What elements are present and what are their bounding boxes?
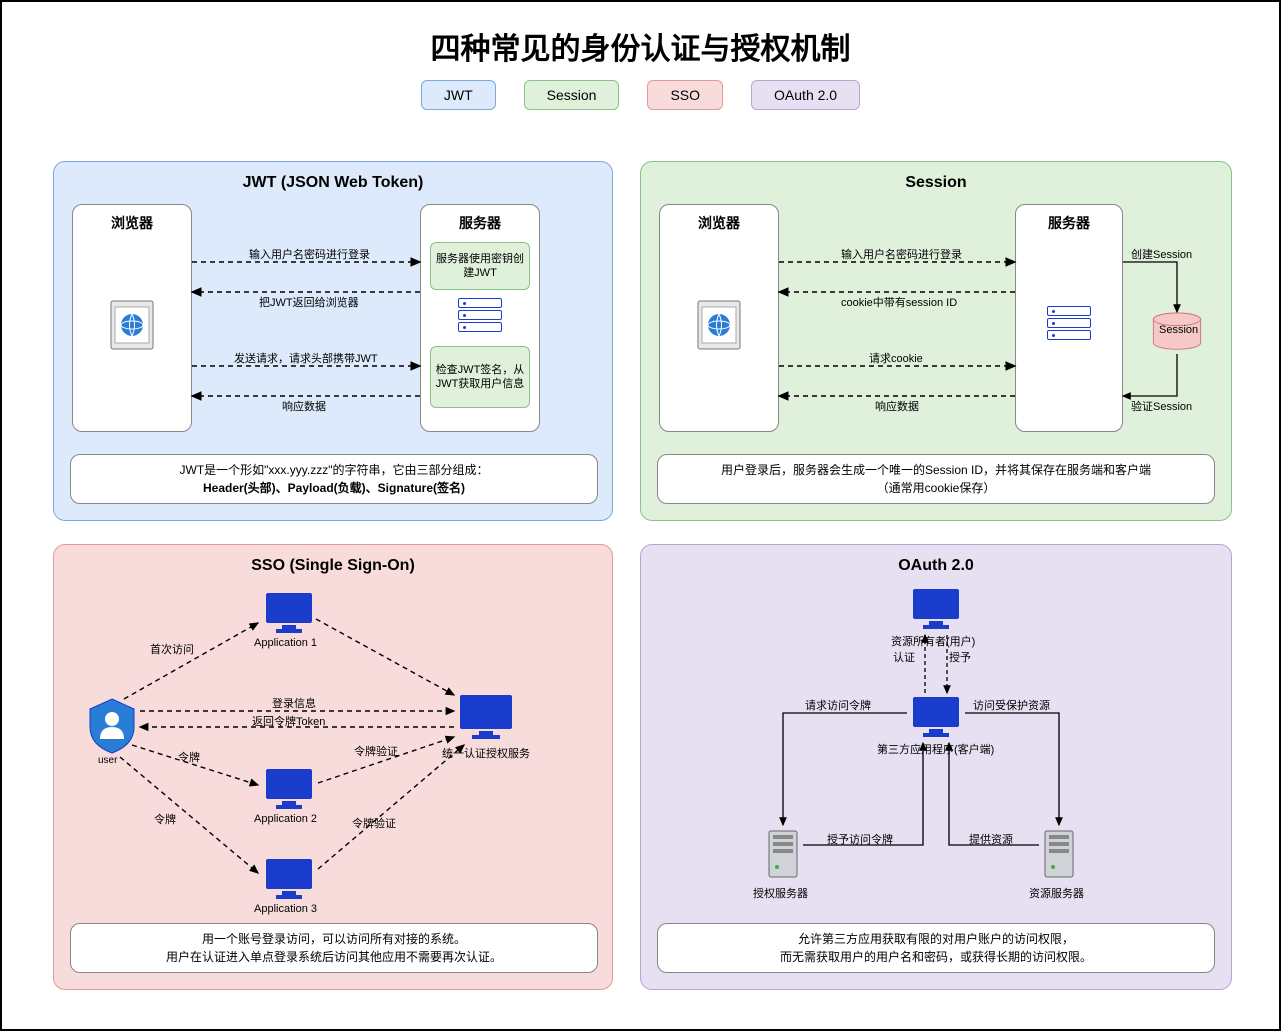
jwt-box-check: 检查JWT签名，从JWT获取用户信息 [430, 346, 530, 408]
session-arrow2-label: cookie中带有session ID [841, 294, 957, 310]
session-desc: 用户登录后，服务器会生成一个唯一的Session ID，并将其保存在服务端和客户… [657, 454, 1215, 504]
oauth-res-server-label: 资源服务器 [1029, 885, 1084, 901]
panel-oauth: OAuth 2.0 资源所有者(用户) 第三方应用程序(客户端) 授权服务器 资… [640, 544, 1232, 990]
oauth-l-authn: 认证 [893, 649, 915, 665]
sso-l-token1: 令牌 [178, 749, 200, 765]
legend-jwt: JWT [421, 80, 496, 110]
sso-l-verify1: 令牌验证 [354, 743, 398, 759]
oauth-l-req-token: 请求访问令牌 [805, 697, 871, 713]
sso-desc: 用一个账号登录访问，可以访问所有对接的系统。 用户在认证进入单点登录系统后访问其… [70, 923, 598, 973]
panel-sso-title: SSO (Single Sign-On) [54, 557, 612, 575]
browser-icon [105, 297, 159, 355]
legend: JWT Session SSO OAuth 2.0 [2, 80, 1279, 110]
monitor-icon [262, 765, 316, 811]
monitor-icon [262, 589, 316, 635]
main-title: 四种常见的身份认证与授权机制 [2, 24, 1279, 68]
oauth-l-authz: 授予 [949, 649, 971, 665]
session-arrow3-label: 请求cookie [869, 350, 923, 366]
jwt-browser-label: 浏览器 [73, 213, 191, 233]
session-browser-label: 浏览器 [660, 213, 778, 233]
jwt-arrow3-label: 发送请求，请求头部携带JWT [234, 350, 378, 366]
session-db-label: Session [1159, 324, 1198, 336]
session-server-label: 服务器 [1016, 213, 1122, 233]
oauth-l-grant-token: 授予访问令牌 [827, 831, 893, 847]
server-icon [1047, 306, 1091, 342]
sso-arrows [54, 545, 614, 945]
oauth-auth-server-label: 授权服务器 [753, 885, 808, 901]
sso-l-first: 首次访问 [150, 641, 194, 657]
oauth-l-provide-res: 提供资源 [969, 831, 1013, 847]
oauth-l-access-res: 访问受保护资源 [973, 697, 1050, 713]
sso-l-login: 登录信息 [272, 695, 316, 711]
diagram-canvas: 四种常见的身份认证与授权机制 JWT Session SSO OAuth 2.0… [0, 0, 1281, 1031]
sso-desc-line2: 用户在认证进入单点登录系统后访问其他应用不需要再次认证。 [166, 950, 502, 964]
sso-app1-label: Application 1 [254, 637, 317, 649]
session-arrow1-label: 输入用户名密码进行登录 [841, 246, 962, 262]
session-desc-line2: （通常用cookie保存） [877, 481, 996, 495]
jwt-desc-line1: JWT是一个形如"xxx.yyy.zzz"的字符串，它由三部分组成： [180, 463, 489, 477]
jwt-box-create: 服务器使用密钥创建JWT [430, 242, 530, 290]
session-desc-line1: 用户登录后，服务器会生成一个唯一的Session ID，并将其保存在服务端和客户… [721, 463, 1151, 477]
session-browser: 浏览器 [659, 204, 779, 432]
jwt-browser: 浏览器 [72, 204, 192, 432]
jwt-arrow2-label: 把JWT返回给浏览器 [259, 294, 359, 310]
monitor-icon [456, 691, 516, 743]
jwt-server-label: 服务器 [421, 213, 539, 233]
sso-app2-label: Application 2 [254, 813, 317, 825]
jwt-arrow1-label: 输入用户名密码进行登录 [249, 246, 370, 262]
oauth-client-label: 第三方应用程序(客户端) [877, 741, 994, 757]
oauth-desc-line1: 允许第三方应用获取有限的对用户账户的访问权限， [798, 932, 1074, 946]
server-tower-icon [763, 825, 803, 883]
monitor-icon [909, 693, 963, 739]
panel-session: Session 浏览器 服务器 Session [640, 161, 1232, 521]
legend-sso: SSO [647, 80, 723, 110]
panel-jwt: JWT (JSON Web Token) 浏览器 服务器 服务器使用密钥创建JW… [53, 161, 613, 521]
legend-session: Session [524, 80, 620, 110]
jwt-desc-line2: Header(头部)、Payload(负载)、Signature(签名) [203, 481, 465, 495]
jwt-desc: JWT是一个形如"xxx.yyy.zzz"的字符串，它由三部分组成： Heade… [70, 454, 598, 504]
panel-jwt-title: JWT (JSON Web Token) [54, 174, 612, 192]
server-icon [458, 298, 502, 334]
oauth-desc: 允许第三方应用获取有限的对用户账户的访问权限， 而无需获取用户的用户名和密码，或… [657, 923, 1215, 973]
legend-oauth: OAuth 2.0 [751, 80, 860, 110]
sso-l-token2: 令牌 [154, 811, 176, 827]
sso-auth-label: 统一认证授权服务 [442, 745, 530, 761]
sso-l-token-ret: 返回令牌Token [252, 713, 325, 729]
session-arrow4-label: 响应数据 [875, 398, 919, 414]
sso-user-label: user [98, 755, 117, 766]
sso-app3-label: Application 3 [254, 903, 317, 915]
monitor-icon [909, 585, 963, 631]
panel-oauth-title: OAuth 2.0 [641, 557, 1231, 575]
user-icon [86, 697, 138, 755]
session-side1-label: 创建Session [1131, 246, 1192, 262]
panel-sso: SSO (Single Sign-On) user Application 1 … [53, 544, 613, 990]
oauth-owner-label: 资源所有者(用户) [891, 633, 975, 649]
oauth-desc-line2: 而无需获取用户的用户名和密码，或获得长期的访问权限。 [780, 950, 1092, 964]
browser-icon [692, 297, 746, 355]
monitor-icon [262, 855, 316, 901]
session-side2-label: 验证Session [1131, 398, 1192, 414]
panel-session-title: Session [641, 174, 1231, 192]
sso-l-verify2: 令牌验证 [352, 815, 396, 831]
server-tower-icon [1039, 825, 1079, 883]
sso-desc-line1: 用一个账号登录访问，可以访问所有对接的系统。 [202, 932, 466, 946]
jwt-arrow4-label: 响应数据 [282, 398, 326, 414]
